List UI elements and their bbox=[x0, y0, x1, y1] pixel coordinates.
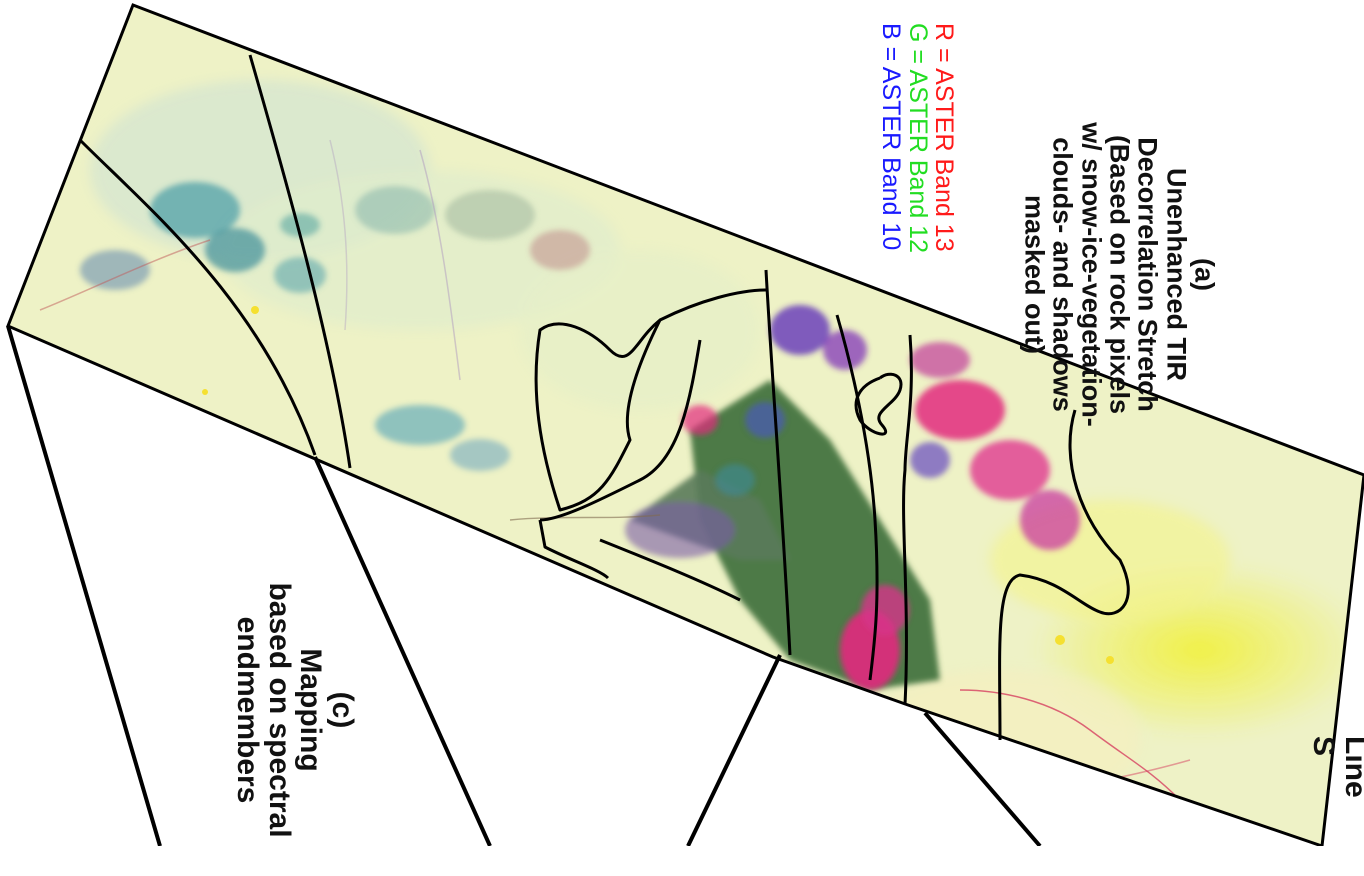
panel-b-line-2: S bbox=[1308, 736, 1340, 876]
legend-red: R = ASTER Band 13 bbox=[931, 23, 957, 323]
panel-a-label: (a) bbox=[1190, 65, 1218, 485]
panel-c-label: (c) bbox=[327, 555, 359, 865]
panel-a-line-5: clouds- and shadows bbox=[1048, 65, 1076, 485]
panel-c-line-3: endmembers bbox=[232, 555, 264, 865]
panel-b-line-1: Line bbox=[1340, 736, 1364, 876]
panel-a-line-1: Unenhanced TIR bbox=[1162, 65, 1190, 485]
panel-a-title: (a) Unenhanced TIR Decorrelation Stretch… bbox=[1016, 65, 1219, 485]
panel-c-line-2: based on spectral bbox=[264, 555, 296, 865]
legend-green: G = ASTER Band 12 bbox=[905, 23, 931, 323]
panel-a-line-4: w/ snow-ice-vegetation- bbox=[1077, 65, 1105, 485]
panel-a-line-2: Decorrelation Stretch bbox=[1133, 65, 1161, 485]
legend-blue: B = ASTER Band 10 bbox=[878, 23, 904, 323]
panel-c-title: (c) Mapping based on spectral endmembers bbox=[222, 555, 358, 865]
panel-b-partial-title: Line S bbox=[1299, 736, 1364, 876]
band-legend: R = ASTER Band 13 G = ASTER Band 12 B = … bbox=[873, 23, 957, 323]
panel-c-line-1: Mapping bbox=[295, 555, 327, 865]
panel-a-line-6: masked out) bbox=[1020, 65, 1048, 485]
panel-a-line-3: (Based on rock pixels bbox=[1105, 65, 1133, 485]
